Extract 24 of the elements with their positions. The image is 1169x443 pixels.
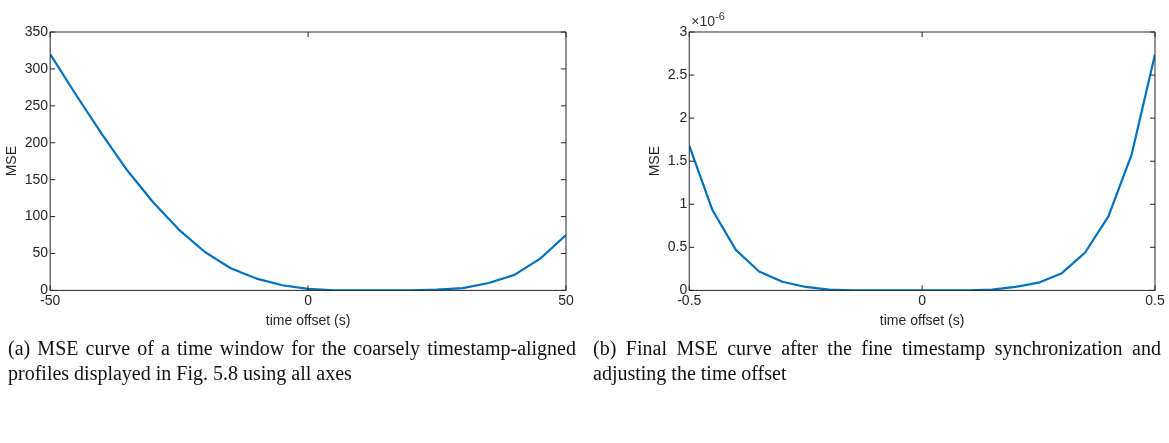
x-tick-label: 0	[918, 291, 927, 308]
text: (a) MSE curve of a time window for the coarsely timestamp-aligned profiles displayed in Fig. 5.8 using all axes	[8, 336, 576, 386]
x-axis-title: time offset (s)	[265, 312, 351, 329]
y-tick-label: 1	[679, 195, 688, 212]
text: (b) Final MSE curve after the fine timestamp synchronization and adjusting the time offset	[593, 336, 1161, 386]
y-tick-label: 100	[24, 207, 49, 224]
y-axis-title: MSE	[646, 146, 663, 177]
text: ×10$^{-6}$	[691, 10, 725, 29]
x-axis-title: time offset (s)	[879, 312, 965, 329]
y-tick-label: 150	[24, 170, 49, 187]
y-tick-label: 50	[32, 244, 49, 261]
y-tick-label: 2	[679, 108, 688, 125]
x-tick-label: 50	[558, 291, 574, 308]
y-tick-label: 250	[24, 96, 49, 113]
y-tick-label: 200	[24, 133, 49, 150]
y-tick-label: 2.5	[667, 65, 688, 82]
x-tick-label: 0	[304, 291, 313, 308]
y-tick-label: 350	[24, 22, 49, 39]
x-tick-label: 0.5	[1145, 291, 1165, 308]
y-tick-label: 0.5	[667, 238, 688, 255]
y-axis-title: MSE	[3, 146, 20, 177]
y-tick-label: 1.5	[667, 152, 688, 169]
y-tick-label: 300	[24, 59, 49, 76]
y-tick-label: 3	[679, 22, 688, 39]
